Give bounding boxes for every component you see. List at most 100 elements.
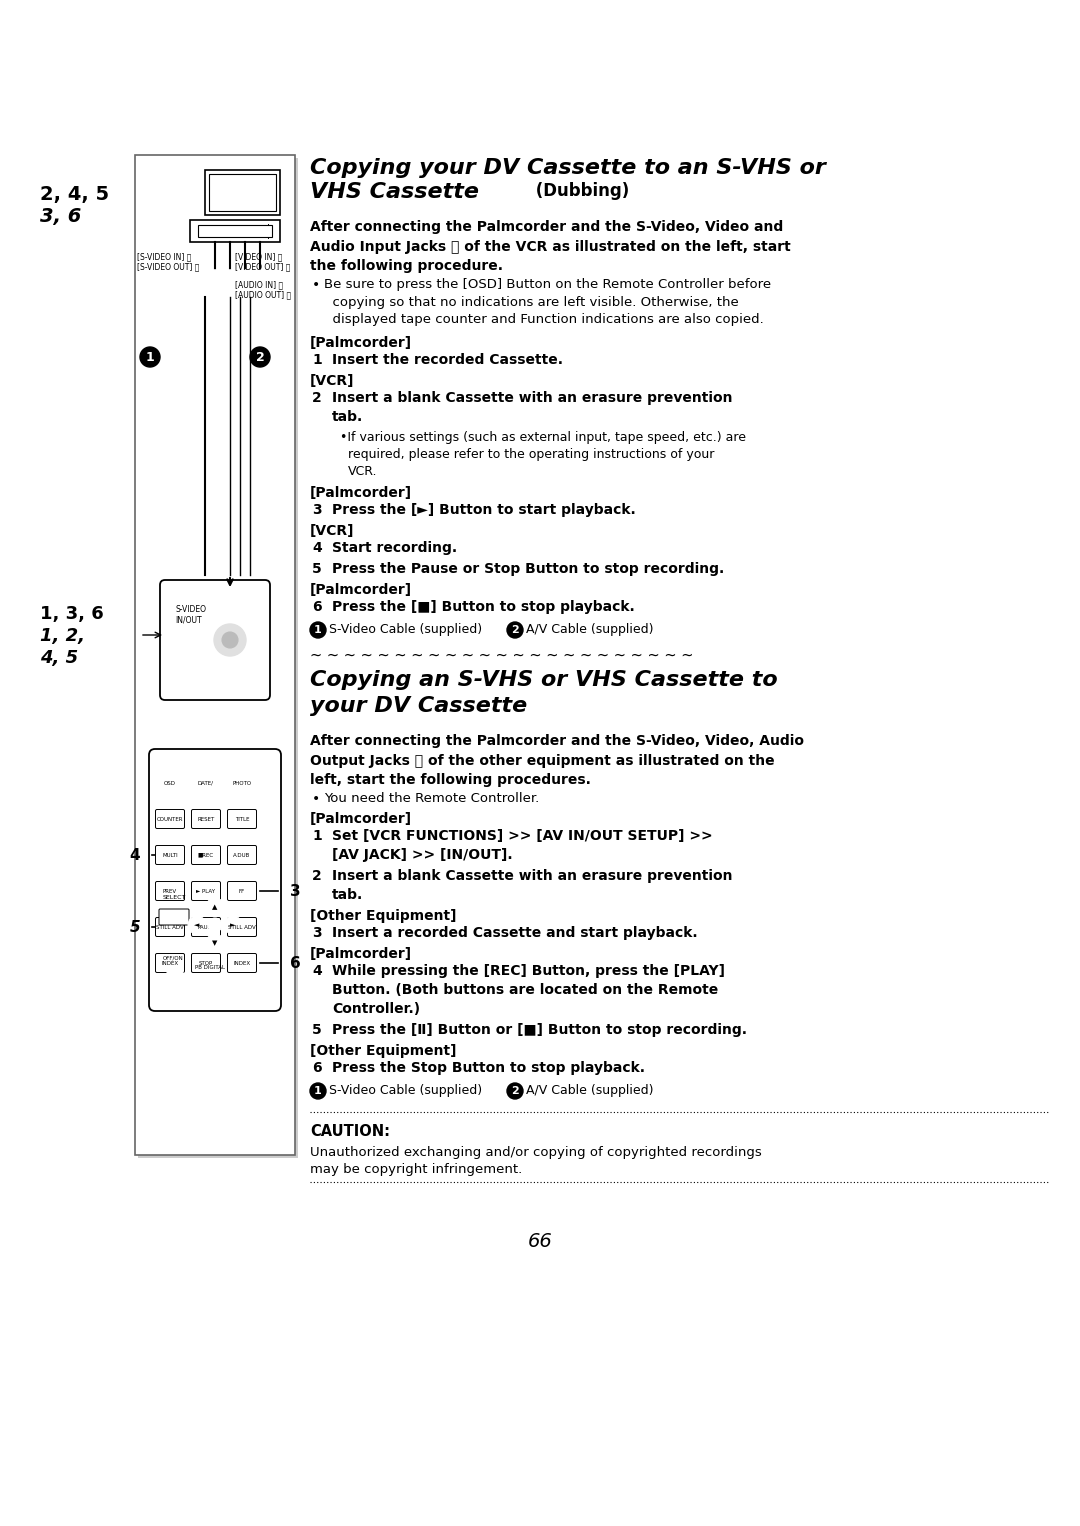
Text: TITLE: TITLE <box>234 816 249 821</box>
Circle shape <box>225 270 235 279</box>
Text: 2: 2 <box>312 868 322 884</box>
Text: [AUDIO IN] Ⓐ: [AUDIO IN] Ⓐ <box>235 279 283 288</box>
Text: Press the Stop Button to stop playback.: Press the Stop Button to stop playback. <box>332 1061 645 1074</box>
Text: [S-VIDEO IN] Ⓐ: [S-VIDEO IN] Ⓐ <box>137 252 191 261</box>
Text: ► PLAY: ► PLAY <box>197 888 216 894</box>
Text: 1: 1 <box>146 351 154 363</box>
Text: Press the Pause or Stop Button to stop recording.: Press the Pause or Stop Button to stop r… <box>332 562 725 575</box>
Text: PREV: PREV <box>163 888 177 894</box>
Circle shape <box>206 897 224 916</box>
FancyBboxPatch shape <box>191 917 220 937</box>
Text: 1: 1 <box>312 353 322 366</box>
Circle shape <box>240 270 249 279</box>
Text: ►: ► <box>230 922 235 928</box>
Text: After connecting the Palmcorder and the S-Video, Video, Audio
Output Jacks Ⓑ of : After connecting the Palmcorder and the … <box>310 734 804 787</box>
Text: 5: 5 <box>312 562 322 575</box>
Text: SELECT: SELECT <box>163 896 187 900</box>
Text: 5: 5 <box>130 920 140 934</box>
Text: 2, 4, 5: 2, 4, 5 <box>40 185 109 204</box>
FancyBboxPatch shape <box>191 954 220 972</box>
FancyBboxPatch shape <box>160 580 270 700</box>
Text: 1: 1 <box>314 1087 322 1096</box>
Bar <box>210 174 276 211</box>
Text: [VIDEO OUT] Ⓑ: [VIDEO OUT] Ⓑ <box>235 262 291 272</box>
FancyBboxPatch shape <box>156 882 185 900</box>
Bar <box>205 169 280 215</box>
Text: S-Video Cable (supplied): S-Video Cable (supplied) <box>329 1083 482 1097</box>
Text: ▲: ▲ <box>213 903 218 909</box>
FancyBboxPatch shape <box>228 845 257 865</box>
Text: ■REC: ■REC <box>198 853 214 858</box>
Text: Insert a blank Cassette with an erasure prevention: Insert a blank Cassette with an erasure … <box>332 868 732 884</box>
Text: MULTI: MULTI <box>162 853 178 858</box>
Text: •: • <box>312 792 321 806</box>
Text: 6: 6 <box>312 600 322 613</box>
Text: VCR.: VCR. <box>348 465 378 478</box>
Text: Insert a blank Cassette with an erasure prevention: Insert a blank Cassette with an erasure … <box>332 391 732 404</box>
Text: [Palmcorder]: [Palmcorder] <box>310 485 413 501</box>
Text: Unauthorized exchanging and/or copying of copyrighted recordings
may be copyrigh: Unauthorized exchanging and/or copying o… <box>310 1146 761 1177</box>
Text: Copying an S-VHS or VHS Cassette to: Copying an S-VHS or VHS Cassette to <box>310 670 778 690</box>
Text: 2: 2 <box>511 626 518 635</box>
Text: Be sure to press the [OSD] Button on the Remote Controller before
  copying so t: Be sure to press the [OSD] Button on the… <box>324 278 771 327</box>
Text: PAUSE: PAUSE <box>198 925 215 929</box>
Text: 1, 3, 6: 1, 3, 6 <box>40 604 104 623</box>
Text: DATE/: DATE/ <box>198 780 214 786</box>
Text: 5: 5 <box>312 1022 322 1038</box>
Text: STILL ADV: STILL ADV <box>228 925 256 929</box>
Text: OFF/ON: OFF/ON <box>163 955 184 960</box>
Text: ~ ~ ~ ~ ~ ~ ~ ~ ~ ~ ~ ~ ~ ~ ~ ~ ~ ~ ~ ~ ~ ~ ~: ~ ~ ~ ~ ~ ~ ~ ~ ~ ~ ~ ~ ~ ~ ~ ~ ~ ~ ~ ~ … <box>310 649 693 662</box>
Text: Start recording.: Start recording. <box>332 542 457 555</box>
Circle shape <box>222 632 238 649</box>
Text: S-Video Cable (supplied): S-Video Cable (supplied) <box>329 623 482 636</box>
Text: [Palmcorder]: [Palmcorder] <box>310 336 413 349</box>
Circle shape <box>232 774 252 794</box>
Text: FF: FF <box>239 888 245 894</box>
Text: 1: 1 <box>314 626 322 635</box>
Text: [Palmcorder]: [Palmcorder] <box>310 948 413 961</box>
Text: ◄: ◄ <box>194 922 200 928</box>
Text: [AUDIO OUT] Ⓑ: [AUDIO OUT] Ⓑ <box>235 290 292 299</box>
Text: Insert the recorded Cassette.: Insert the recorded Cassette. <box>332 353 563 366</box>
Circle shape <box>310 623 326 638</box>
Circle shape <box>205 615 255 665</box>
Circle shape <box>210 270 220 279</box>
Text: 6: 6 <box>312 1061 322 1074</box>
FancyBboxPatch shape <box>228 809 257 829</box>
Circle shape <box>310 1083 326 1099</box>
Text: Press the [►] Button to start playback.: Press the [►] Button to start playback. <box>332 504 636 517</box>
Circle shape <box>214 624 246 656</box>
Text: [Other Equipment]: [Other Equipment] <box>310 909 457 923</box>
Text: tab.: tab. <box>332 410 363 424</box>
Text: Press the [■] Button to stop playback.: Press the [■] Button to stop playback. <box>332 600 635 613</box>
Text: A/V Cable (supplied): A/V Cable (supplied) <box>526 623 653 636</box>
Text: S-VIDEO
IN/OUT: S-VIDEO IN/OUT <box>175 604 206 624</box>
Text: RESET: RESET <box>198 816 215 821</box>
Text: (Dubbing): (Dubbing) <box>530 182 630 200</box>
Text: tab.: tab. <box>332 888 363 902</box>
Text: VHS Cassette: VHS Cassette <box>310 182 480 201</box>
Bar <box>190 220 280 243</box>
Text: CAUTION:: CAUTION: <box>310 1125 390 1138</box>
FancyBboxPatch shape <box>191 809 220 829</box>
Text: 66: 66 <box>528 1231 552 1251</box>
FancyBboxPatch shape <box>159 909 189 925</box>
Text: PHOTO: PHOTO <box>232 780 252 786</box>
Text: A/V Cable (supplied): A/V Cable (supplied) <box>526 1083 653 1097</box>
Text: 3: 3 <box>312 504 322 517</box>
Circle shape <box>195 774 216 794</box>
Text: 4: 4 <box>312 964 322 978</box>
Text: 2: 2 <box>312 391 322 404</box>
Circle shape <box>206 934 224 952</box>
Circle shape <box>208 919 222 932</box>
Text: [VCR]: [VCR] <box>310 523 354 539</box>
Circle shape <box>140 346 160 366</box>
Text: [Palmcorder]: [Palmcorder] <box>310 812 413 826</box>
Circle shape <box>249 346 270 366</box>
Circle shape <box>160 774 180 794</box>
Text: A.DUB: A.DUB <box>233 853 251 858</box>
Text: [Palmcorder]: [Palmcorder] <box>310 583 413 597</box>
Text: INDEX: INDEX <box>161 960 178 966</box>
Text: Button. (Both buttons are located on the Remote: Button. (Both buttons are located on the… <box>332 983 718 996</box>
Text: •: • <box>312 278 321 291</box>
